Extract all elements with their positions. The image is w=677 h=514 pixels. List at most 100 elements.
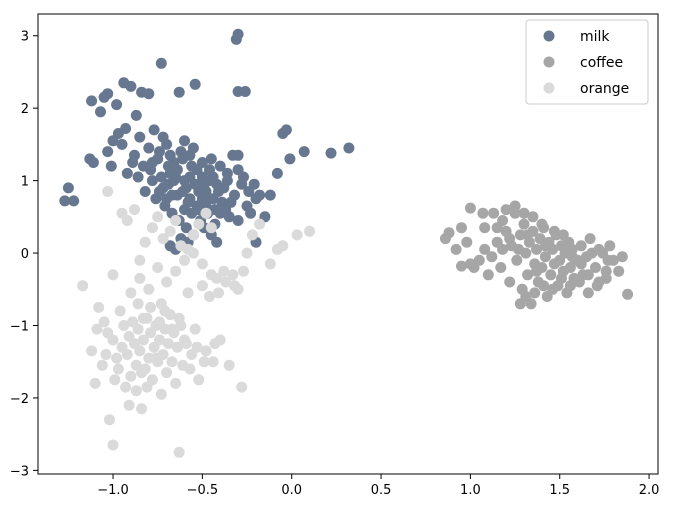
orange-point [121,215,133,226]
coffee-point [529,287,541,299]
x-tick-label: 0.0 [281,483,302,498]
coffee-point [456,222,467,234]
coffee-point [545,269,557,281]
milk-point [173,86,185,98]
milk-point [189,78,201,90]
milk-point [184,193,196,205]
milk-point [111,99,123,111]
coffee-point [547,283,559,295]
y-tick-label: 0 [21,247,29,262]
orange-point [184,363,196,375]
orange-point [191,341,203,353]
orange-point [209,338,221,350]
milk-point [179,135,190,147]
orange-point [154,316,165,328]
orange-point [118,320,130,331]
legend-label-milk: milk [580,29,610,45]
legend-box [525,19,649,105]
orange-point [196,280,208,292]
milk-point [184,171,196,183]
milk-point [280,124,292,136]
coffee-point [531,265,542,277]
milk-point [164,149,176,161]
milk-point [232,149,244,161]
orange-point [182,287,194,299]
milk-point [232,28,244,40]
orange-point [161,276,173,288]
orange-point [170,377,182,389]
orange-point [264,258,276,270]
milk-point [207,171,219,183]
orange-point [86,345,98,357]
milk-point [179,204,190,216]
orange-point [173,312,185,324]
orange-point [205,269,217,281]
orange-point [236,381,248,393]
orange-point [241,247,253,259]
coffee-point [622,288,634,300]
milk-point [102,88,114,100]
orange-point [137,312,149,324]
orange-point [143,283,155,295]
orange-point [107,439,119,451]
milk-point [59,195,71,207]
orange-point [187,229,199,241]
orange-point [193,218,205,230]
y-tick-label: 3 [21,30,29,45]
orange-point [277,240,289,252]
milk-point [239,86,251,97]
coffee-point [556,272,567,284]
coffee-point [566,251,578,263]
orange-point [196,258,208,270]
orange-point [254,218,266,230]
x-tick-label: 1.0 [460,483,481,498]
x-tick-label: −0.5 [187,483,219,498]
orange-point [111,352,123,364]
coffee-point [582,269,594,281]
coffee-point [600,272,612,284]
coffee-point [604,240,616,252]
coffee-point [616,251,628,263]
milk-point [221,175,233,187]
milk-point [271,167,283,179]
coffee-point [495,262,507,273]
orange-point [166,356,178,368]
coffee-point [575,240,587,252]
milk-point [95,106,106,118]
orange-point [132,298,144,310]
coffee-point [575,258,587,270]
orange-point [161,367,173,379]
legend: milk coffee orange [525,19,649,105]
milk-point [232,215,244,226]
milk-point [125,80,137,92]
orange-point [136,367,148,379]
orange-point [134,272,146,284]
orange-point [145,301,157,313]
orange-point [125,370,137,382]
orange-point [112,363,124,375]
orange-point [218,265,230,277]
milk-point [284,153,296,165]
milk-point [184,149,196,161]
milk-point [127,157,139,168]
series-coffee [439,200,634,310]
milk-point [154,146,165,158]
orange-point [134,254,146,266]
milk-point [180,222,192,234]
coffee-point [539,251,551,263]
milk-point [248,178,260,190]
milk-point [211,236,223,248]
x-axis: −1.0 −0.5 0.0 0.5 1.0 1.5 2.0 [97,474,659,498]
orange-point [205,222,217,234]
orange-point [77,280,89,292]
coffee-point [564,262,576,273]
milk-point [168,175,180,187]
milk-point [191,164,203,176]
orange-point [187,247,199,259]
orange-point [152,211,164,223]
milk-point [132,171,144,183]
coffee-point [450,243,462,255]
y-tick-label: −2 [10,392,29,407]
series-orange [77,186,316,458]
